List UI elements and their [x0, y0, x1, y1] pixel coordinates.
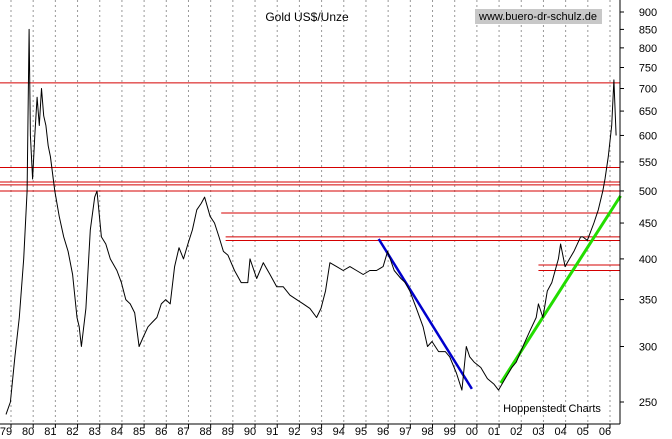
- x-tick-label-01: 01: [488, 426, 500, 438]
- x-tick-label-82: 82: [66, 426, 78, 438]
- x-tick-label-85: 85: [133, 426, 145, 438]
- x-tick-label-87: 87: [177, 426, 189, 438]
- y-tick-label-700: 700: [639, 84, 657, 96]
- x-tick-label-97: 97: [399, 426, 411, 438]
- y-tick-label-750: 750: [639, 63, 657, 75]
- y-tick-label-800: 800: [639, 43, 657, 55]
- x-tick-label-89: 89: [222, 426, 234, 438]
- x-tick-label-00: 00: [466, 426, 478, 438]
- x-tick-label-79: 79: [0, 426, 12, 438]
- x-tick-label-81: 81: [44, 426, 56, 438]
- y-tick-label-850: 850: [639, 24, 657, 36]
- x-tick-label-91: 91: [266, 426, 278, 438]
- x-tick-label-99: 99: [444, 426, 456, 438]
- y-tick-label-350: 350: [639, 295, 657, 307]
- y-tick-label-650: 650: [639, 106, 657, 118]
- x-tick-label-02: 02: [510, 426, 522, 438]
- x-tick-label-06: 06: [599, 426, 611, 438]
- x-tick-label-80: 80: [22, 426, 34, 438]
- x-axis: 79 80 81 82 83 84 85 86 87 88 89 90 91 92 93 94 95 96 97 98…: [0, 424, 611, 438]
- credit-label: Hoppenstedt Charts: [503, 403, 601, 415]
- x-tick-label-93: 93: [310, 426, 322, 438]
- x-tick-label-90: 90: [244, 426, 256, 438]
- x-tick-label-03: 03: [532, 426, 544, 438]
- source-label-background: [475, 9, 602, 24]
- x-tick-label-98: 98: [421, 426, 433, 438]
- price-series: [5, 28, 617, 415]
- x-tick-label-83: 83: [89, 426, 101, 438]
- y-tick-label-450: 450: [639, 218, 657, 230]
- x-tick-label-86: 86: [155, 426, 167, 438]
- y-tick-label-500: 500: [639, 186, 657, 198]
- y-tick-label-250: 250: [639, 397, 657, 409]
- vertical-grid: [10, 0, 611, 424]
- y-axis: 250 300 350 400 450 500 550 600 650 700 750 800 850 9…: [620, 7, 657, 409]
- y-tick-label-400: 400: [639, 254, 657, 266]
- gold-price-line: [5, 28, 617, 415]
- x-tick-label-95: 95: [355, 426, 367, 438]
- x-tick-label-96: 96: [377, 426, 389, 438]
- y-tick-label-300: 300: [639, 341, 657, 353]
- y-tick-label-550: 550: [639, 157, 657, 169]
- x-tick-label-05: 05: [577, 426, 589, 438]
- source-label: www.buero-dr-schulz.de: [478, 11, 597, 23]
- x-tick-label-84: 84: [111, 426, 123, 438]
- x-tick-label-94: 94: [333, 426, 345, 438]
- y-tick-label-900: 900: [639, 7, 657, 19]
- x-tick-label-88: 88: [200, 426, 212, 438]
- x-tick-label-92: 92: [288, 426, 300, 438]
- chart-title: Gold US$/Unze: [265, 10, 349, 24]
- downtrend-line: [377, 238, 473, 390]
- resistance-lines: [0, 82, 620, 272]
- y-tick-label-600: 600: [639, 130, 657, 142]
- x-tick-label-04: 04: [555, 426, 567, 438]
